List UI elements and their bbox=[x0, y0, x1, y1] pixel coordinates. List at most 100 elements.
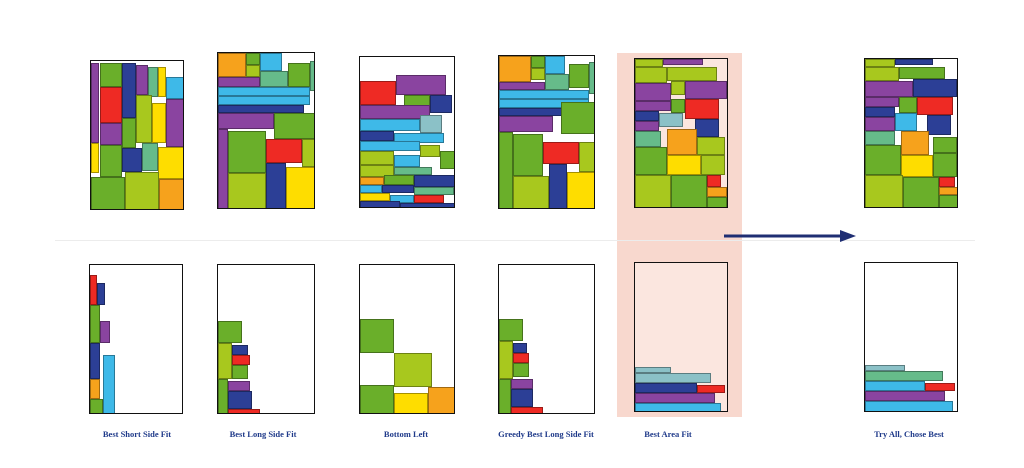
packed-rect bbox=[100, 145, 122, 177]
packed-rect bbox=[635, 403, 721, 411]
packed-rect bbox=[635, 393, 715, 403]
packed-rect bbox=[707, 187, 727, 197]
packed-rect bbox=[100, 321, 110, 343]
packed-rect bbox=[440, 151, 454, 169]
packed-rect bbox=[90, 399, 103, 413]
packed-rect bbox=[136, 65, 148, 95]
bin-best-long-side-fit-partial bbox=[217, 264, 315, 414]
packed-rect bbox=[360, 193, 390, 201]
packed-rect bbox=[695, 119, 719, 137]
packed-rect bbox=[865, 175, 903, 207]
caption-best-long-side-fit: Best Long Side Fit bbox=[229, 429, 297, 439]
caption-best-area-fit: Best Area Fit bbox=[644, 429, 692, 439]
packed-rect bbox=[865, 401, 953, 411]
packed-rect bbox=[166, 99, 183, 147]
packed-rect bbox=[865, 97, 899, 107]
packed-rect bbox=[531, 68, 545, 80]
packed-rect bbox=[933, 153, 957, 177]
bin-bottom-left-partial bbox=[359, 264, 455, 414]
packed-rect bbox=[865, 107, 895, 117]
packed-rect bbox=[90, 305, 100, 343]
packed-rect bbox=[865, 131, 895, 145]
packed-rect bbox=[90, 379, 100, 399]
packed-rect bbox=[865, 365, 905, 371]
packed-rect bbox=[396, 75, 446, 95]
packed-rect bbox=[913, 79, 957, 97]
packed-rect bbox=[567, 172, 594, 208]
packed-rect bbox=[232, 355, 250, 365]
packed-rect bbox=[697, 137, 725, 155]
packed-rect bbox=[360, 177, 384, 185]
packed-rect bbox=[511, 389, 533, 407]
packed-rect bbox=[91, 143, 99, 173]
packed-rect bbox=[667, 67, 717, 81]
packed-rect bbox=[274, 113, 314, 139]
packed-rect bbox=[394, 353, 432, 387]
packed-rect bbox=[260, 53, 282, 71]
packed-rect bbox=[91, 177, 125, 209]
packed-rect bbox=[635, 147, 667, 175]
packed-rect bbox=[685, 81, 727, 99]
packed-rect bbox=[288, 63, 310, 87]
packed-rect bbox=[513, 343, 527, 353]
packed-rect bbox=[384, 175, 414, 185]
packed-rect bbox=[579, 142, 594, 172]
packed-rect bbox=[232, 345, 248, 355]
packed-rect bbox=[228, 381, 250, 391]
packed-rect bbox=[663, 59, 703, 65]
packed-rect bbox=[228, 131, 266, 173]
packed-rect bbox=[218, 87, 310, 96]
packed-rect bbox=[103, 355, 115, 413]
packed-rect bbox=[511, 407, 543, 413]
packed-rect bbox=[939, 187, 957, 195]
packed-rect bbox=[549, 164, 567, 208]
packed-rect bbox=[513, 353, 529, 363]
packed-rect bbox=[97, 283, 105, 305]
packed-rect bbox=[865, 371, 943, 381]
packed-rect bbox=[420, 115, 442, 133]
packed-rect bbox=[428, 387, 454, 413]
bin-try-all-chose-best-partial bbox=[864, 262, 958, 412]
packed-rect bbox=[635, 367, 671, 373]
packed-rect bbox=[865, 381, 925, 391]
packed-rect bbox=[266, 139, 302, 163]
packed-rect bbox=[266, 163, 286, 208]
packed-rect bbox=[545, 74, 569, 90]
packed-rect bbox=[360, 81, 396, 105]
packed-rect bbox=[360, 105, 430, 119]
packed-rect bbox=[569, 64, 589, 88]
packed-rect bbox=[158, 67, 166, 97]
packed-rect bbox=[400, 203, 454, 207]
packed-rect bbox=[901, 155, 933, 177]
packed-rect bbox=[925, 383, 955, 391]
packed-rect bbox=[390, 195, 414, 203]
packed-rect bbox=[382, 185, 414, 193]
packed-rect bbox=[917, 97, 953, 115]
packed-rect bbox=[543, 142, 579, 164]
caption-best-short-side-fit: Best Short Side Fit bbox=[102, 429, 172, 439]
packed-rect bbox=[142, 143, 158, 171]
packed-rect bbox=[635, 101, 671, 111]
packed-rect bbox=[246, 53, 260, 65]
packed-rect bbox=[228, 173, 266, 208]
packed-rect bbox=[903, 177, 939, 207]
packed-rect bbox=[100, 87, 122, 123]
packed-rect bbox=[499, 56, 531, 82]
packed-rect bbox=[360, 119, 420, 131]
packed-rect bbox=[865, 59, 895, 67]
packed-rect bbox=[100, 63, 122, 87]
packed-rect bbox=[707, 175, 721, 187]
caption-bottom-left: Bottom Left bbox=[383, 429, 429, 439]
packed-rect bbox=[218, 53, 246, 77]
packed-rect bbox=[707, 197, 727, 207]
packed-rect bbox=[671, 99, 685, 113]
packed-rect bbox=[360, 165, 394, 177]
packed-rect bbox=[228, 391, 252, 409]
packed-rect bbox=[260, 71, 288, 87]
bin-try-all-chose-best-full bbox=[864, 58, 958, 208]
packed-rect bbox=[218, 129, 228, 208]
packed-rect bbox=[360, 151, 394, 165]
packed-rect bbox=[394, 155, 420, 167]
packed-rect bbox=[939, 177, 955, 187]
packed-rect bbox=[90, 343, 100, 379]
